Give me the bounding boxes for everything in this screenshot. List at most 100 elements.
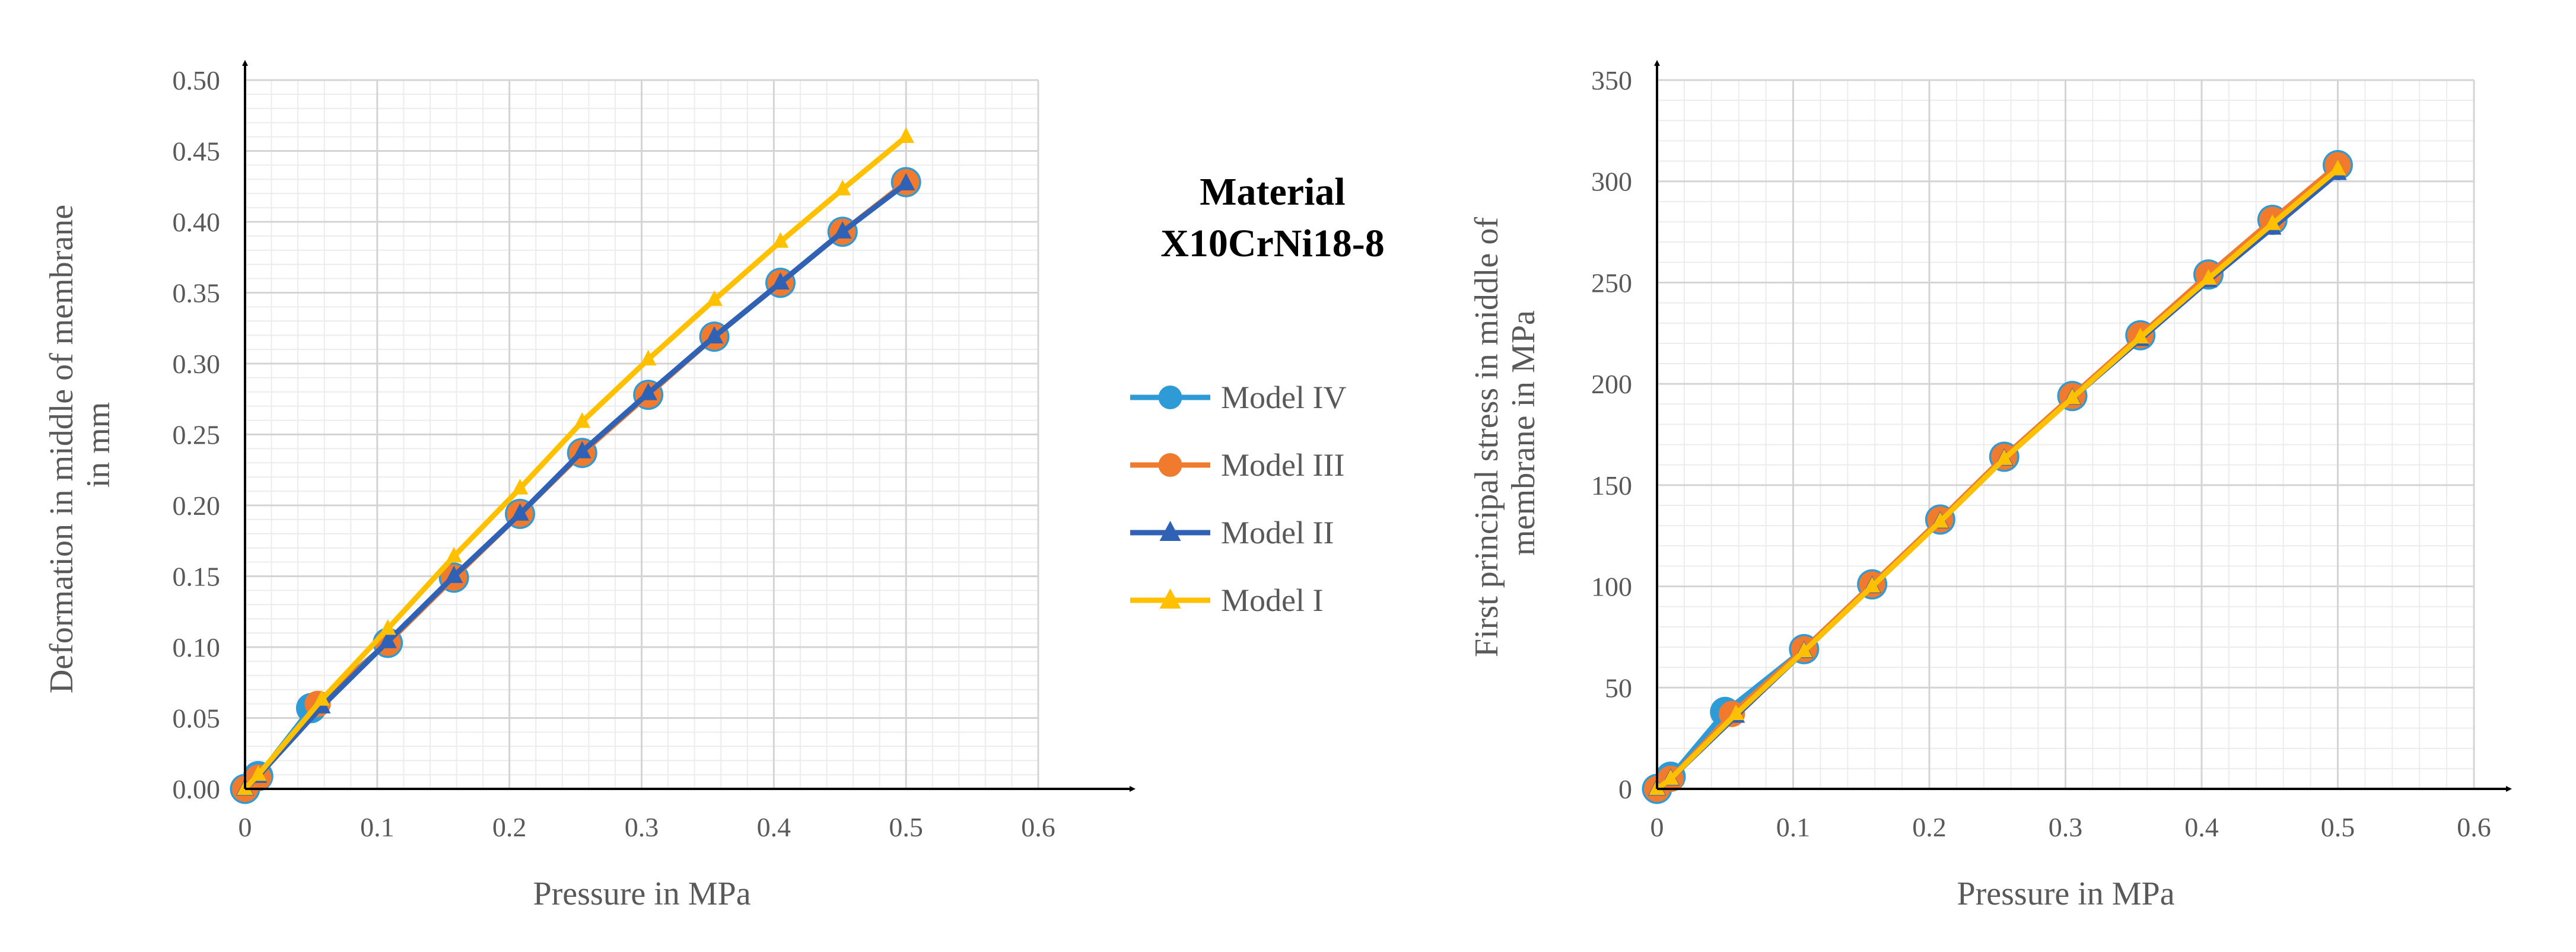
series-line — [1655, 171, 2340, 791]
series-line — [1655, 167, 2340, 791]
x-tick-label: 0.1 — [1776, 812, 1811, 842]
data-point — [2064, 388, 2081, 405]
y-tick-label: 200 — [1591, 369, 1632, 399]
y-tick-label: 0.35 — [173, 278, 221, 308]
y-tick-label: 50 — [1605, 673, 1632, 703]
legend-label: Model III — [1221, 447, 1344, 483]
x-tick-label: 0.4 — [757, 812, 791, 842]
data-point — [896, 173, 915, 190]
y-axis-title-line1: First principal stress in middle of — [1468, 217, 1505, 657]
major-grid — [1656, 79, 2475, 790]
data-point — [639, 383, 657, 400]
legend-label: Model I — [1221, 582, 1323, 618]
y-axis-title-line1: Deformation in middle of membrane — [43, 205, 80, 693]
y-tick-labels: 0.00 0.05 0.10 0.15 0.20 0.25 0.30 0.35 0.40 0.45… — [173, 65, 221, 804]
data-point — [2200, 269, 2217, 285]
y-tick-label: 300 — [1591, 167, 1632, 197]
x-axis-title: Pressure in MPa — [533, 875, 750, 912]
legend-swatch-marker — [1159, 521, 1181, 541]
x-tick-label: 0.3 — [2049, 812, 2083, 842]
data-point — [1662, 769, 1679, 785]
data-point — [2132, 327, 2149, 343]
x-tick-label: 0.2 — [492, 812, 527, 842]
data-point — [772, 232, 789, 248]
y-axis-title: First principal stress in middle of memb… — [1468, 209, 1542, 657]
x-tick-label: 0 — [238, 812, 252, 842]
data-point — [379, 631, 397, 648]
data-point — [898, 127, 914, 143]
data-point — [1932, 512, 1949, 528]
x-tick-labels: 0 0.1 0.2 0.3 0.4 0.5 0.6 — [1650, 812, 2491, 842]
legend-item-model-iv: Model IV — [1130, 380, 1346, 415]
material-code: X10CrNi18-8 — [1160, 222, 1385, 265]
material-title: Material X10CrNi18-8 — [1160, 170, 1385, 265]
y-tick-label: 0 — [1618, 774, 1632, 804]
x-tick-label: 0 — [1650, 812, 1664, 842]
y-tick-label: 0.25 — [173, 420, 221, 450]
stress-chart: 0 50 100 150 200 250 300 350 0 0.1 0.2 0.3 0.4 0.5 0.… — [1468, 60, 2512, 912]
x-tick-label: 0.5 — [2321, 812, 2355, 842]
series-layer — [1642, 149, 2353, 804]
y-tick-label: 100 — [1591, 572, 1632, 602]
data-point — [1728, 704, 1744, 721]
axes — [242, 60, 1136, 792]
series-line — [243, 181, 908, 791]
legend-label: Model IV — [1221, 380, 1346, 415]
data-point — [2329, 160, 2346, 176]
data-point — [511, 479, 529, 495]
data-point — [834, 221, 852, 239]
data-point — [511, 503, 529, 521]
data-point — [1796, 641, 1812, 658]
deformation-chart: 0.000.050.100.150.200.250.300.350.400.45… — [43, 60, 1136, 912]
x-tick-label: 0.5 — [889, 812, 923, 842]
data-point — [640, 349, 657, 366]
series-line — [243, 180, 908, 791]
series-line — [243, 180, 908, 791]
series-model-i — [237, 127, 914, 795]
series-model-ii — [236, 173, 915, 796]
data-point — [1863, 577, 1881, 593]
y-tick-label: 0.10 — [173, 632, 221, 663]
data-point — [313, 690, 330, 706]
data-point — [446, 546, 462, 563]
data-point — [2264, 214, 2281, 230]
y-tick-label: 0.40 — [173, 207, 221, 237]
x-tick-label: 0.1 — [360, 812, 395, 842]
y-tick-labels: 0 50 100 150 200 250 300 350 — [1591, 65, 1632, 804]
y-tick-label: 0.45 — [173, 136, 221, 167]
data-point — [250, 765, 267, 781]
data-point — [834, 179, 851, 196]
y-axis-title-line2: in mm — [80, 402, 117, 488]
x-axis-title: Pressure in MPa — [1957, 875, 2174, 912]
x-tick-label: 0.4 — [2184, 812, 2219, 842]
data-point — [1996, 449, 2013, 465]
data-point — [705, 326, 724, 343]
data-point — [379, 619, 396, 635]
y-tick-label: 0.30 — [173, 349, 221, 379]
x-tick-label: 0.6 — [2457, 812, 2491, 842]
y-tick-label: 150 — [1591, 470, 1632, 501]
series-model-iv — [230, 167, 921, 804]
axes — [1654, 60, 2512, 792]
legend-label: Model II — [1221, 515, 1334, 550]
legend-swatch-marker — [1159, 588, 1181, 609]
y-tick-label: 0.20 — [173, 491, 221, 521]
x-tick-label: 0.3 — [625, 812, 659, 842]
legend-item-model-iii: Model III — [1130, 447, 1344, 483]
y-axis-title-line2: membrane in MPa — [1505, 310, 1542, 556]
material-label: Material — [1200, 170, 1346, 214]
y-tick-label: 250 — [1591, 268, 1632, 298]
legend-swatch-marker — [1158, 453, 1182, 477]
y-tick-label: 0.00 — [173, 774, 221, 804]
data-point — [574, 412, 591, 428]
legend-item-model-i: Model I — [1130, 582, 1323, 618]
y-tick-label: 0.05 — [173, 703, 221, 734]
series-model-i — [1649, 160, 2346, 795]
legend-item-model-ii: Model II — [1130, 515, 1334, 550]
data-point — [706, 290, 723, 306]
legend-swatch-marker — [1158, 386, 1182, 409]
y-tick-label: 0.15 — [173, 562, 221, 592]
legend: Model IV Model III Model II Model I — [1130, 380, 1346, 618]
y-tick-label: 350 — [1591, 65, 1632, 95]
